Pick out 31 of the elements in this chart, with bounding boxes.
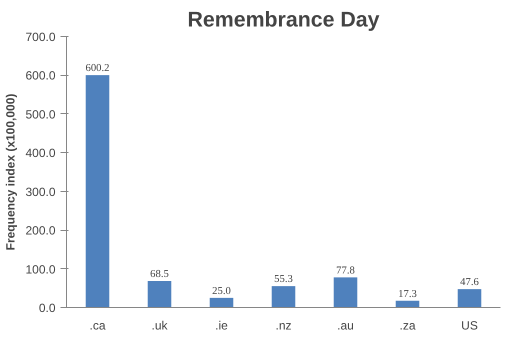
y-tick-label: 500.0 bbox=[25, 107, 56, 122]
x-tick-label: .nz bbox=[275, 318, 292, 332]
bar bbox=[458, 289, 482, 308]
data-label: 600.2 bbox=[86, 63, 110, 74]
y-tick-label: 600.0 bbox=[25, 68, 56, 83]
data-label: 77.8 bbox=[336, 265, 355, 276]
bar bbox=[396, 300, 420, 308]
bar bbox=[334, 277, 358, 308]
x-tick-label: .ca bbox=[89, 318, 106, 332]
data-label: 47.6 bbox=[460, 277, 480, 288]
y-tick-label: 0.0 bbox=[38, 301, 56, 315]
data-label: 25.0 bbox=[212, 286, 231, 297]
x-tick-label: US bbox=[461, 318, 478, 332]
y-tick-label: 300.0 bbox=[25, 184, 56, 199]
y-axis-title: Frequency index (x100,000) bbox=[3, 94, 18, 250]
bar bbox=[86, 75, 110, 308]
data-label: 68.5 bbox=[150, 268, 169, 280]
y-tick-label: 400.0 bbox=[25, 146, 56, 160]
y-tick-label: 200.0 bbox=[25, 224, 56, 238]
chart-title: Remembrance Day bbox=[187, 8, 380, 32]
x-tick-label: .za bbox=[399, 318, 416, 332]
bar bbox=[272, 286, 296, 308]
y-tick-label: 700.0 bbox=[25, 30, 56, 44]
bar bbox=[210, 298, 234, 308]
bar bbox=[148, 280, 172, 308]
y-tick-label: 100.0 bbox=[25, 262, 56, 276]
x-tick-label: .ie bbox=[215, 318, 228, 332]
data-label: 55.3 bbox=[274, 274, 293, 286]
data-label: 17.3 bbox=[398, 288, 417, 300]
x-tick-label: .au bbox=[337, 318, 354, 332]
x-tick-label: .uk bbox=[151, 318, 169, 332]
